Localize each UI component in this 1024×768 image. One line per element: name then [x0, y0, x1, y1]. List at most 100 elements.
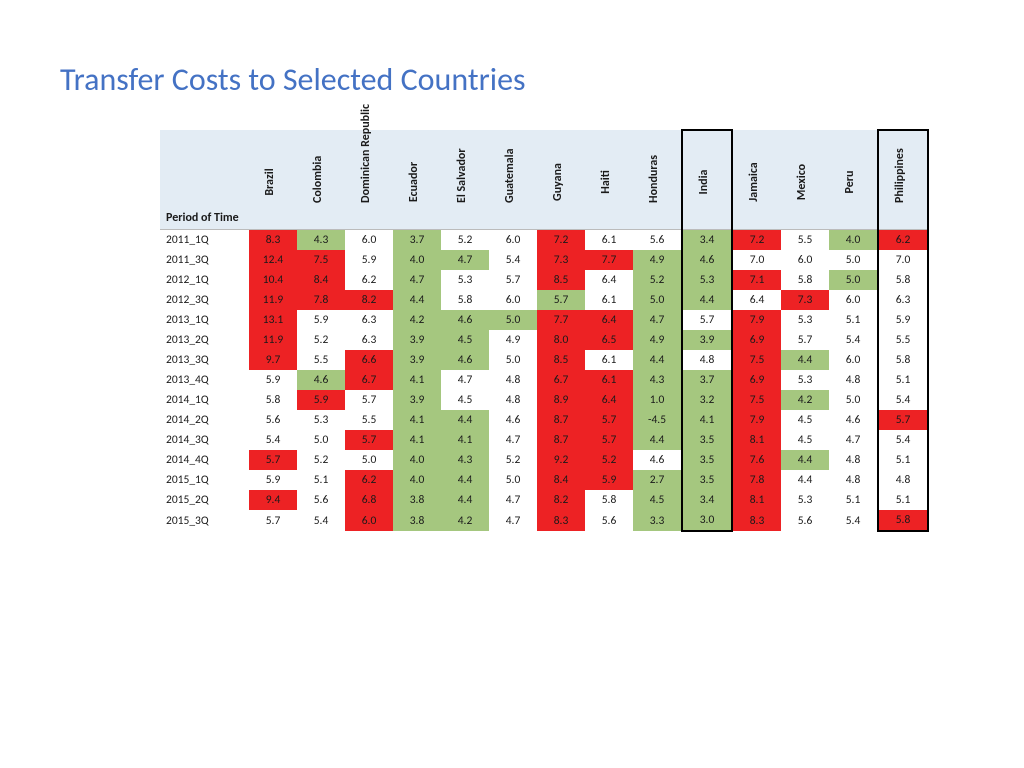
- period-cell: 2013_3Q: [160, 350, 249, 370]
- value-cell: 7.6: [732, 450, 781, 470]
- period-cell: 2015_2Q: [160, 490, 249, 510]
- period-cell: 2012_1Q: [160, 270, 249, 290]
- country-header: Ecuador: [393, 130, 441, 230]
- value-cell: 3.4: [682, 490, 732, 510]
- value-cell: 10.4: [249, 270, 297, 290]
- value-cell: 4.7: [441, 370, 489, 390]
- value-cell: 7.5: [732, 350, 781, 370]
- value-cell: 4.9: [489, 330, 537, 350]
- value-cell: 7.2: [732, 230, 781, 251]
- value-cell: 4.7: [489, 510, 537, 531]
- value-cell: 4.1: [441, 430, 489, 450]
- value-cell: 4.4: [633, 430, 682, 450]
- value-cell: 6.4: [585, 310, 633, 330]
- value-cell: 6.0: [345, 230, 393, 251]
- value-cell: 12.4: [249, 250, 297, 270]
- value-cell: 6.7: [345, 370, 393, 390]
- value-cell: 3.9: [682, 330, 732, 350]
- value-cell: 3.5: [682, 430, 732, 450]
- value-cell: 3.7: [682, 370, 732, 390]
- value-cell: 5.6: [297, 490, 345, 510]
- page-title: Transfer Costs to Selected Countries: [60, 60, 964, 99]
- country-header: Jamaica: [732, 130, 781, 230]
- value-cell: 4.9: [633, 330, 682, 350]
- value-cell: 8.3: [537, 510, 585, 531]
- value-cell: 4.2: [441, 510, 489, 531]
- value-cell: 6.1: [585, 370, 633, 390]
- value-cell: 7.0: [732, 250, 781, 270]
- value-cell: 3.8: [393, 490, 441, 510]
- value-cell: 4.6: [441, 310, 489, 330]
- value-cell: 3.9: [393, 390, 441, 410]
- value-cell: 7.2: [537, 230, 585, 251]
- value-cell: 5.1: [878, 370, 928, 390]
- period-cell: 2013_1Q: [160, 310, 249, 330]
- value-cell: 1.0: [633, 390, 682, 410]
- value-cell: 5.3: [682, 270, 732, 290]
- value-cell: 8.0: [537, 330, 585, 350]
- value-cell: 5.7: [781, 330, 829, 350]
- value-cell: 4.3: [297, 230, 345, 251]
- value-cell: 4.7: [489, 490, 537, 510]
- value-cell: 9.7: [249, 350, 297, 370]
- table-row: 2011_1Q8.34.36.03.75.26.07.26.15.63.47.2…: [160, 230, 928, 251]
- period-header: Period of Time: [160, 130, 249, 230]
- value-cell: 6.5: [585, 330, 633, 350]
- period-cell: 2011_3Q: [160, 250, 249, 270]
- value-cell: 5.9: [297, 390, 345, 410]
- value-cell: 7.7: [537, 310, 585, 330]
- value-cell: 4.8: [878, 470, 928, 490]
- table-header: Period of TimeBrazilColombiaDominican Re…: [160, 130, 928, 230]
- value-cell: 5.8: [249, 390, 297, 410]
- value-cell: 4.1: [682, 410, 732, 430]
- period-cell: 2014_2Q: [160, 410, 249, 430]
- table-row: 2015_2Q9.45.66.83.84.44.78.25.84.53.48.1…: [160, 490, 928, 510]
- value-cell: 6.3: [878, 290, 928, 310]
- value-cell: 2.7: [633, 470, 682, 490]
- value-cell: 5.3: [441, 270, 489, 290]
- value-cell: 13.1: [249, 310, 297, 330]
- value-cell: 3.4: [682, 230, 732, 251]
- value-cell: 6.8: [345, 490, 393, 510]
- value-cell: 5.3: [781, 310, 829, 330]
- value-cell: 5.0: [297, 430, 345, 450]
- value-cell: 3.5: [682, 450, 732, 470]
- value-cell: 4.7: [393, 270, 441, 290]
- value-cell: 5.7: [585, 410, 633, 430]
- value-cell: 4.8: [829, 470, 878, 490]
- value-cell: 5.8: [878, 270, 928, 290]
- value-cell: 3.8: [393, 510, 441, 531]
- value-cell: 5.0: [489, 310, 537, 330]
- value-cell: 7.9: [732, 310, 781, 330]
- value-cell: 5.0: [829, 270, 878, 290]
- value-cell: 5.1: [297, 470, 345, 490]
- value-cell: 4.0: [393, 450, 441, 470]
- value-cell: 8.5: [537, 350, 585, 370]
- value-cell: 5.5: [297, 350, 345, 370]
- country-header: India: [682, 130, 732, 230]
- value-cell: 7.3: [537, 250, 585, 270]
- value-cell: 6.1: [585, 350, 633, 370]
- value-cell: 5.9: [249, 470, 297, 490]
- value-cell: 4.1: [393, 430, 441, 450]
- value-cell: 5.0: [345, 450, 393, 470]
- period-cell: 2014_1Q: [160, 390, 249, 410]
- value-cell: 6.1: [585, 230, 633, 251]
- value-cell: 6.0: [781, 250, 829, 270]
- table-row: 2013_4Q5.94.66.74.14.74.86.76.14.33.76.9…: [160, 370, 928, 390]
- value-cell: 6.0: [345, 510, 393, 531]
- data-table-container: Period of TimeBrazilColombiaDominican Re…: [160, 129, 964, 532]
- value-cell: 5.0: [489, 470, 537, 490]
- table-row: 2015_1Q5.95.16.24.04.45.08.45.92.73.57.8…: [160, 470, 928, 490]
- value-cell: 5.0: [829, 250, 878, 270]
- value-cell: 5.9: [249, 370, 297, 390]
- country-header: El Salvador: [441, 130, 489, 230]
- value-cell: 5.3: [781, 490, 829, 510]
- value-cell: 4.4: [781, 470, 829, 490]
- value-cell: 5.3: [297, 410, 345, 430]
- value-cell: 5.7: [537, 290, 585, 310]
- value-cell: 4.4: [781, 450, 829, 470]
- value-cell: 4.0: [393, 470, 441, 490]
- value-cell: 3.5: [682, 470, 732, 490]
- value-cell: 5.8: [585, 490, 633, 510]
